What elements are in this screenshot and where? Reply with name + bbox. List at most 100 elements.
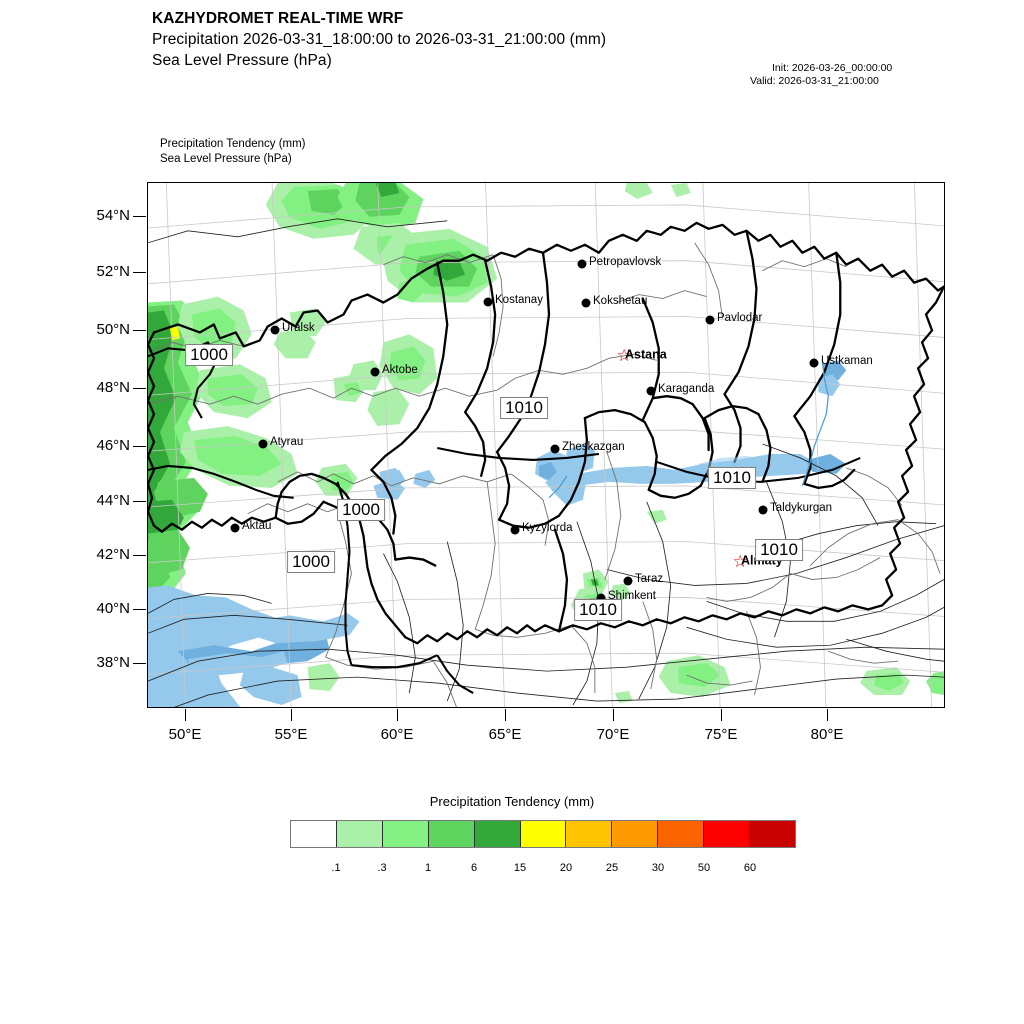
city-dot-petropavlovsk: [577, 259, 587, 269]
city-dot-kyzylorda: [510, 525, 520, 535]
isobar-label-1010-central: 1010: [500, 397, 548, 419]
city-dot-kostanay: [483, 297, 493, 307]
precip-shading: [148, 183, 944, 704]
city-dot-ustkaman: [809, 358, 819, 368]
city-dot-aktobe: [370, 367, 380, 377]
lon-tick-70: 70°E: [596, 726, 630, 743]
city-label-atyrau: Atyrau: [270, 436, 304, 448]
precip-subtitle: Precipitation 2026-03-31_18:00:00 to 202…: [152, 31, 607, 48]
city-label-kyzylorda: Kyzylorda: [522, 522, 573, 534]
lon-tick-65: 65°E: [488, 726, 522, 743]
lon-tickmark-50: [185, 709, 186, 721]
map-plot-area: Petropavlovsk Kostanay Kokshetau Pavloda…: [147, 182, 945, 708]
capital-star-almaty: ☆: [732, 552, 748, 571]
lon-tickmark-60: [397, 709, 398, 721]
colorbar-swatch-4: [473, 821, 520, 847]
city-dot-taldykurgan: [758, 505, 768, 515]
lat-tickmark-40: [133, 609, 146, 610]
lon-tickmark-75: [721, 709, 722, 721]
colorbar-swatch-7: [611, 821, 658, 847]
lat-tickmark-44: [133, 501, 146, 502]
colorbar-tick-9: 60: [743, 862, 757, 874]
colorbar-swatch-5: [519, 821, 566, 847]
colorbar-swatch-3: [427, 821, 474, 847]
lon-tick-55: 55°E: [274, 726, 308, 743]
city-dot-shimkent: [596, 593, 606, 603]
lon-tick-80: 80°E: [810, 726, 844, 743]
lon-tick-75: 75°E: [704, 726, 738, 743]
colorbar-tick-6: 25: [605, 862, 619, 874]
city-label-aktobe: Aktobe: [382, 364, 418, 376]
lat-tickmark-38: [133, 663, 146, 664]
lat-tick-48: 48°N: [96, 379, 130, 396]
colorbar-swatch-10: [749, 821, 795, 847]
colorbar-tick-4: 15: [513, 862, 527, 874]
init-time: Init: 2026-03-26_00:00:00: [772, 62, 893, 74]
city-label-kostanay: Kostanay: [495, 294, 543, 306]
lat-tickmark-46: [133, 446, 146, 447]
city-dot-karaganda: [646, 386, 656, 396]
colorbar-tick-3: 6: [470, 862, 478, 874]
city-dot-zheskazgan: [550, 444, 560, 454]
isobar-label-1000-mangystau: 1000: [287, 551, 335, 573]
city-dot-taraz: [623, 576, 633, 586]
city-dot-atyrau: [258, 439, 268, 449]
colorbar-swatch-9: [703, 821, 750, 847]
graticule: [148, 183, 944, 707]
lon-tickmark-55: [291, 709, 292, 721]
field-caption-precip: Precipitation Tendency (mm): [160, 138, 306, 150]
lat-tickmark-42: [133, 555, 146, 556]
isobar-label-1010-balkhash: 1010: [708, 467, 756, 489]
city-label-zheskazgan: Zheskazgan: [562, 441, 625, 453]
city-label-petropavlovsk: Petropavlovsk: [589, 256, 662, 268]
colorbar-tick-0: .1: [331, 862, 341, 874]
pressure-contours-bold: [148, 341, 861, 694]
colorbar-swatch-8: [657, 821, 704, 847]
colorbar-swatch-6: [565, 821, 612, 847]
lon-tickmark-65: [505, 709, 506, 721]
city-label-aktau: Aktau: [242, 520, 272, 532]
water-bodies: [148, 360, 847, 707]
lat-tickmark-52: [133, 272, 146, 273]
lon-tick-50: 50°E: [168, 726, 202, 743]
lat-tickmark-50: [133, 330, 146, 331]
city-label-kokshetau: Kokshetau: [593, 295, 648, 307]
lat-tick-38: 38°N: [96, 654, 130, 671]
lon-tickmark-80: [827, 709, 828, 721]
valid-time: Valid: 2026-03-31_21:00:00: [750, 75, 879, 87]
isobar-label-1010-shimkent: 1010: [574, 599, 622, 621]
isobar-label-1000-aral: 1000: [337, 499, 385, 521]
colorbar-swatch-1: [335, 821, 382, 847]
lat-tick-52: 52°N: [96, 263, 130, 280]
lon-tick-60: 60°E: [380, 726, 414, 743]
lat-tick-44: 44°N: [96, 492, 130, 509]
pressure-subtitle: Sea Level Pressure (hPa): [152, 52, 332, 69]
lat-tick-50: 50°N: [96, 321, 130, 338]
pressure-contours-thin: [148, 218, 944, 707]
city-label-karaganda: Karaganda: [658, 383, 715, 395]
colorbar-tick-7: 30: [651, 862, 665, 874]
city-label-pavlodar: Pavlodar: [717, 312, 763, 324]
field-caption: Precipitation Tendency (mm) Sea Level Pr…: [160, 137, 306, 167]
lon-tickmark-70: [613, 709, 614, 721]
colorbar-tick-1: .3: [377, 862, 387, 874]
city-label-taldykurgan: Taldykurgan: [770, 502, 833, 514]
lat-tick-42: 42°N: [96, 546, 130, 563]
colorbar-tick-8: 50: [697, 862, 711, 874]
capital-label-astana: Astana: [625, 347, 667, 362]
city-label-uralsk: Uralsk: [282, 322, 315, 334]
city-dot-kokshetau: [581, 298, 591, 308]
map-canvas: [148, 183, 944, 707]
city-dot-uralsk: [270, 325, 280, 335]
lat-tick-46: 46°N: [96, 437, 130, 454]
admin-borders-thin: [148, 242, 941, 707]
header-block: KAZHYDROMET REAL-TIME WRF Precipitation …: [152, 8, 852, 71]
lat-tickmark-48: [133, 388, 146, 389]
colorbar-title: Precipitation Tendency (mm): [429, 794, 595, 809]
lat-tick-40: 40°N: [96, 600, 130, 617]
colorbar-tick-2: 1: [424, 862, 432, 874]
city-dot-pavlodar: [705, 315, 715, 325]
capital-star-astana: ☆: [616, 346, 632, 365]
lat-tickmark-54: [133, 216, 146, 217]
colorbar-swatch-0: [291, 821, 336, 847]
